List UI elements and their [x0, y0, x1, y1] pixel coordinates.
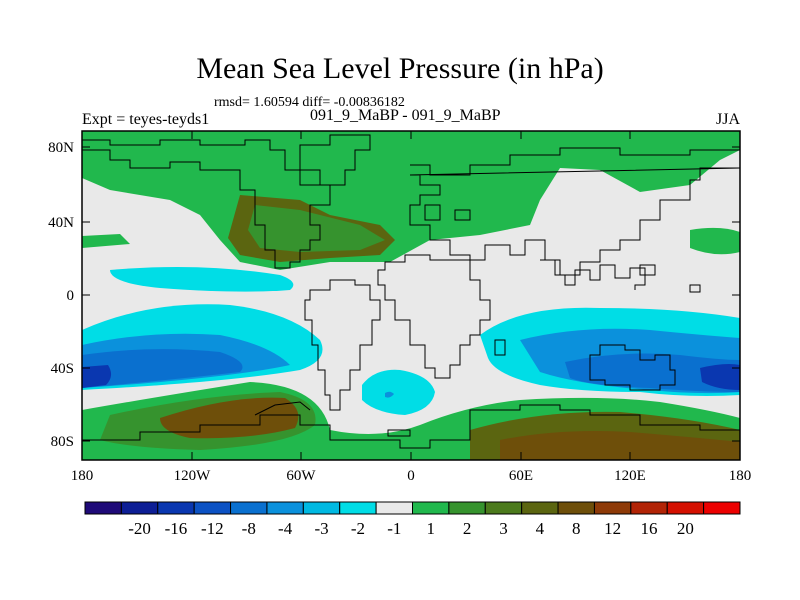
- colorbar-cell: [193, 501, 232, 515]
- lon-label: 60E: [509, 468, 533, 484]
- experiment-names: 091_9_MaBP - 091_9_MaBP: [310, 107, 501, 124]
- colorbar-cell: [448, 501, 486, 515]
- colorbar-cell: [84, 501, 122, 515]
- colorbar-cell: [666, 501, 705, 515]
- colorbar-cell: [302, 501, 341, 515]
- south-america-outline: [304, 279, 381, 411]
- antarctica-outline: [82, 404, 740, 449]
- lon-label: 180: [729, 468, 752, 484]
- colorbar-cell: [521, 501, 559, 515]
- colorbar-label: 4: [536, 519, 545, 538]
- season-label: JJA: [716, 111, 741, 128]
- colorbar-cell: [375, 501, 414, 515]
- colorbar-label: 8: [572, 519, 581, 538]
- lat-labels: 80N 40N 0 40S 80S: [48, 140, 74, 450]
- colorbar-label: -20: [128, 519, 151, 538]
- colorbar-label: 1: [426, 519, 435, 538]
- axis-ticks: [82, 131, 740, 460]
- colorbar-cell: [339, 501, 377, 515]
- lat-label: 80S: [51, 434, 74, 450]
- antarctic-peninsula-outline: [254, 401, 311, 416]
- darkblue-southwest: [82, 365, 112, 388]
- rmsd-stats: rmsd= 1.60594 diff= -0.00836182: [214, 95, 405, 110]
- colorbar-cell: [266, 501, 304, 515]
- lightblue-atlantic-dot: [385, 391, 394, 398]
- green-west-blob: [82, 234, 130, 248]
- lon-label: 60W: [286, 468, 316, 484]
- colorbar-cell: [157, 501, 195, 515]
- colorbar-label: 2: [463, 519, 472, 538]
- map-title: Mean Sea Level Pressure (in hPa): [196, 52, 604, 85]
- eurasia-outline: [409, 147, 740, 276]
- caspian-outline: [424, 204, 441, 221]
- colorbar-label: -16: [165, 519, 188, 538]
- sea-islands-outline: [639, 264, 701, 293]
- colorbar-label: 20: [677, 519, 694, 538]
- colorbar-labels: -20 -16 -12 -8 -4 -3 -2 -1 1 2 3 4 8 12 16 20: [128, 519, 694, 538]
- colorbar-label: 3: [499, 519, 508, 538]
- blue-southeast: [565, 353, 740, 392]
- brown-southeast-patch: [500, 431, 740, 460]
- colorbar-cell: [120, 501, 159, 515]
- lon-label: 120E: [614, 468, 646, 484]
- ice-shelf-outline: [387, 429, 411, 437]
- madagascar-outline: [494, 339, 506, 356]
- india-outline: [540, 259, 646, 290]
- pressure-field: [82, 131, 740, 460]
- blue-southwest: [82, 349, 243, 388]
- black-sea-outline: [454, 209, 471, 221]
- green-north-mid: [248, 205, 385, 252]
- cyan-west-band: [110, 266, 294, 292]
- australia-outline: [589, 344, 676, 391]
- colorbar-cell: [230, 501, 268, 515]
- lat-label: 80N: [48, 140, 74, 156]
- colorbar-label: -8: [242, 519, 256, 538]
- brown-south-patch: [160, 397, 299, 439]
- colorbar-label: 12: [604, 519, 621, 538]
- cyan-atlantic-blob: [362, 369, 435, 415]
- colorbar-label: -2: [351, 519, 365, 538]
- colorbar-cell: [703, 501, 741, 515]
- lon-label: 0: [407, 468, 415, 484]
- coastlines: [82, 134, 740, 449]
- colorbar-cell: [630, 501, 668, 515]
- greenland-outline: [299, 134, 371, 186]
- lat-label: 0: [67, 288, 75, 304]
- darkblue-southeast: [700, 364, 740, 390]
- colorbar-label: -12: [201, 519, 224, 538]
- green-east-blob: [690, 227, 740, 255]
- colorbar-label: -3: [314, 519, 328, 538]
- experiment-label: Expt = teyes-teyds1: [82, 111, 210, 128]
- colorbar-label: 16: [641, 519, 658, 538]
- lat-label: 40S: [51, 361, 74, 377]
- colorbar-label: -4: [278, 519, 293, 538]
- lon-label: 180: [71, 468, 94, 484]
- lon-labels: 180 120W 60W 0 60E 120E 180: [71, 468, 752, 484]
- lat-label: 40N: [48, 215, 74, 231]
- colorbar-cell: [484, 501, 523, 515]
- north-america-outline: [82, 139, 331, 269]
- africa-outline: [377, 254, 491, 379]
- colorbar: [84, 501, 741, 515]
- colorbar-cell: [593, 501, 632, 515]
- colorbar-label: -1: [387, 519, 401, 538]
- colorbar-cell: [412, 501, 450, 515]
- lon-label: 120W: [174, 468, 212, 484]
- colorbar-cell: [557, 501, 595, 515]
